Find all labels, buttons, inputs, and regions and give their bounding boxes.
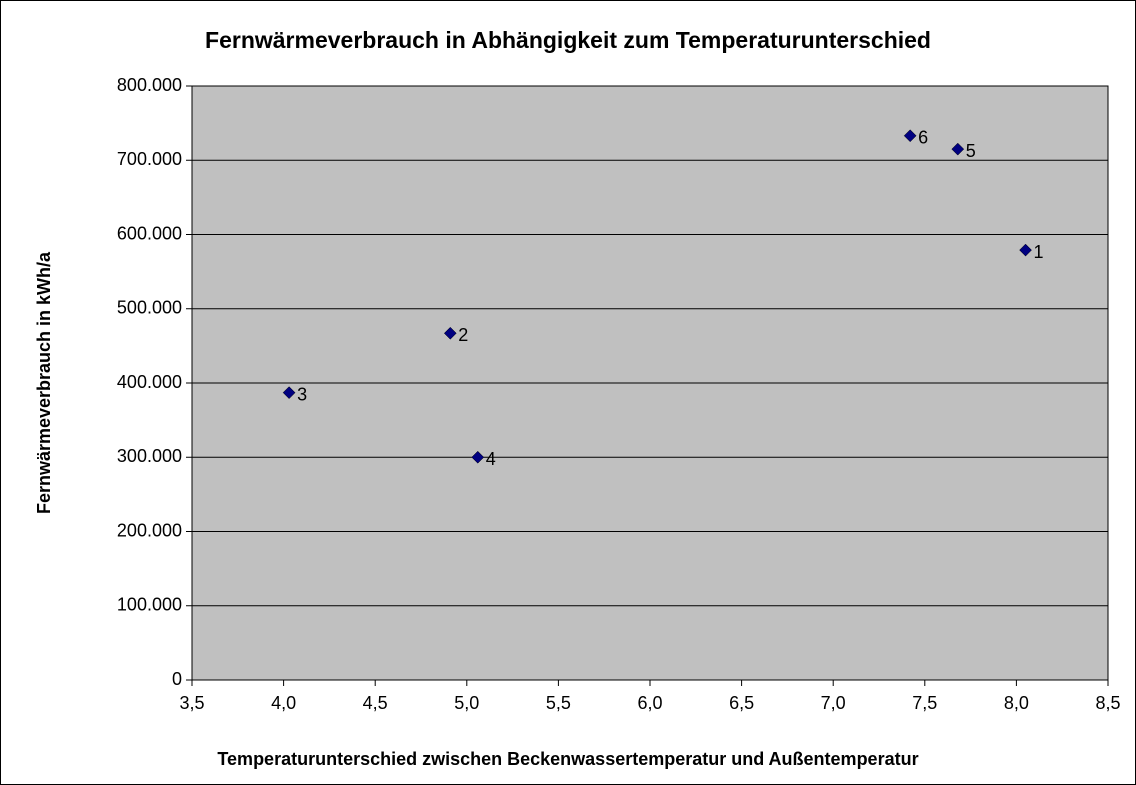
y-tick-label: 200.000: [117, 520, 182, 540]
point-label: 2: [458, 325, 468, 345]
x-tick-label: 5,5: [546, 693, 571, 713]
x-tick-label: 8,0: [1004, 693, 1029, 713]
y-tick-label: 700.000: [117, 149, 182, 169]
point-label: 6: [918, 127, 928, 147]
chart-title: Fernwärmeverbrauch in Abhängigkeit zum T…: [205, 27, 931, 53]
point-label: 5: [966, 141, 976, 161]
x-tick-label: 4,5: [363, 693, 388, 713]
x-tick-label: 7,0: [821, 693, 846, 713]
x-tick-label: 8,5: [1095, 693, 1120, 713]
y-tick-label: 800.000: [117, 75, 182, 95]
x-tick-label: 7,5: [912, 693, 937, 713]
x-tick-label: 6,5: [729, 693, 754, 713]
point: [282, 386, 296, 400]
point-label: 1: [1034, 242, 1044, 262]
y-tick-label: 400.000: [117, 372, 182, 392]
point: [1019, 243, 1032, 257]
y-tick-label: 0: [172, 669, 182, 689]
point: [471, 450, 485, 464]
point: [903, 129, 917, 143]
y-tick-label: 100.000: [117, 595, 182, 615]
x-tick-label: 3,5: [179, 693, 204, 713]
point-label: 3: [297, 384, 307, 404]
y-tick-label: 300.000: [117, 446, 182, 466]
point-label: 4: [486, 449, 496, 469]
y-tick-label: 500.000: [117, 298, 182, 318]
point: [443, 326, 457, 340]
point: [951, 142, 965, 156]
x-tick-label: 4,0: [271, 693, 296, 713]
y-axis-label: Fernwärmeverbrauch in kWh/a: [34, 251, 54, 514]
x-tick-label: 6,0: [637, 693, 662, 713]
x-axis-label: Temperaturunterschied zwischen Beckenwas…: [217, 749, 918, 769]
x-tick-label: 5,0: [454, 693, 479, 713]
y-tick-label: 600.000: [117, 223, 182, 243]
